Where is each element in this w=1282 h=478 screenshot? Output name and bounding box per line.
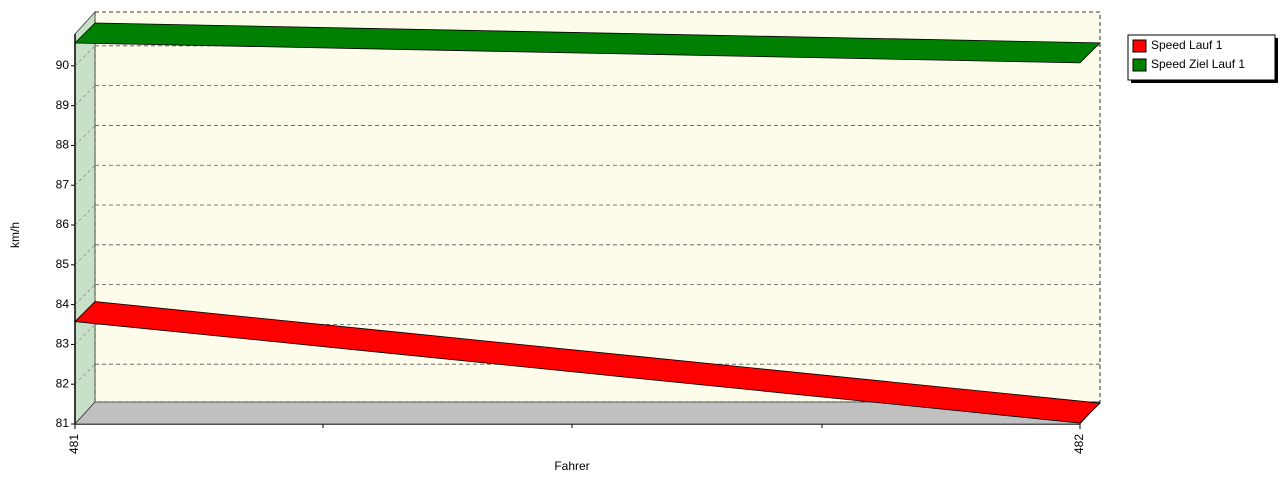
y-axis-label: km/h bbox=[8, 222, 22, 248]
left-wall bbox=[74, 10, 96, 426]
series-ribbon bbox=[74, 22, 1101, 64]
y-tick-label: 90 bbox=[56, 58, 70, 72]
grid-line-side bbox=[74, 45, 96, 67]
grid-line-side bbox=[74, 85, 96, 106]
series-ribbon bbox=[74, 301, 1101, 424]
grid-line-side bbox=[74, 284, 96, 305]
y-tick-label: 81 bbox=[56, 416, 70, 430]
grid-line-side bbox=[74, 204, 96, 226]
x-tick-label: 481 bbox=[67, 434, 81, 454]
grid-line-side bbox=[74, 363, 96, 385]
legend: Speed Lauf 1 Speed Ziel Lauf 1 bbox=[1127, 34, 1278, 83]
back-wall bbox=[94, 11, 1101, 403]
grid-line-side bbox=[74, 125, 96, 146]
y-tick-label: 88 bbox=[56, 138, 70, 152]
legend-label: Speed Lauf 1 bbox=[1151, 38, 1223, 52]
legend-label: Speed Ziel Lauf 1 bbox=[1151, 57, 1245, 71]
x-tick-label: 482 bbox=[1072, 434, 1086, 454]
y-tick-label: 84 bbox=[56, 297, 70, 311]
y-tick-label: 87 bbox=[56, 177, 70, 191]
y-tick-label: 82 bbox=[56, 376, 70, 390]
legend-box bbox=[1127, 34, 1276, 81]
y-tick-label: 89 bbox=[56, 98, 70, 112]
grid-line-side bbox=[74, 165, 96, 186]
y-tick-label: 86 bbox=[56, 217, 70, 231]
legend-swatch bbox=[1132, 58, 1147, 72]
x-axis-label: Fahrer bbox=[554, 459, 589, 473]
legend-swatch bbox=[1132, 39, 1147, 53]
grid-line-side bbox=[74, 324, 96, 345]
floor bbox=[74, 401, 1101, 425]
grid-line-side bbox=[74, 244, 96, 266]
y-tick-label: 85 bbox=[56, 257, 70, 271]
y-tick-label: 83 bbox=[56, 337, 70, 351]
